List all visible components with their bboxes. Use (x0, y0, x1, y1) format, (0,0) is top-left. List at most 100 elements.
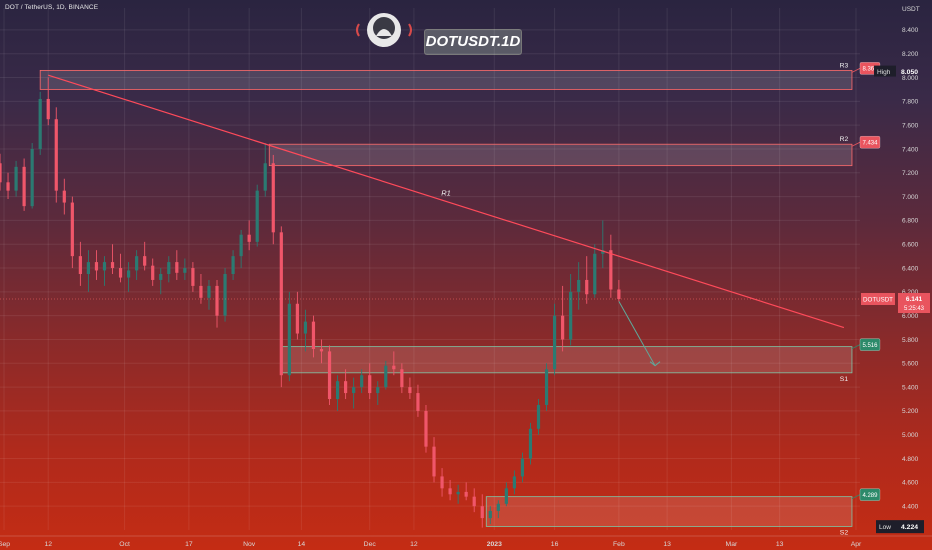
zone-badge (859, 338, 881, 351)
candle-body (46, 98, 50, 120)
candle-body (143, 256, 147, 266)
x-tick-label: 2023 (487, 541, 502, 548)
candle-body (384, 365, 388, 388)
x-tick-label: 12 (44, 541, 52, 548)
candle-body (239, 234, 243, 257)
candle-body (440, 476, 444, 489)
candle-body (480, 506, 484, 519)
symbol-tag-label: DOTUSDT (863, 296, 893, 303)
y-tick-label: 4.600 (902, 480, 919, 487)
candle-body (30, 148, 34, 207)
y-tick-label: 5.600 (902, 361, 919, 368)
watermark-title: DOTUSDT.1D (425, 30, 521, 54)
candle-body (593, 253, 597, 295)
x-tick-label: 12 (410, 541, 418, 548)
zone-label: R2 (840, 136, 849, 143)
candle-body (167, 262, 171, 274)
candle-body (0, 163, 2, 183)
y-tick-label: 4.800 (902, 456, 919, 463)
candle-body (303, 321, 308, 334)
candle-body (520, 458, 525, 477)
candle-body (223, 274, 227, 316)
price-tag-countdown: 5:25:43 (904, 306, 925, 312)
zone-price-label: 7.434 (862, 141, 878, 147)
candle-body (544, 369, 549, 405)
candle-body (448, 488, 452, 495)
zone-price-label: 8.361 (862, 67, 878, 73)
zone-price-label: 5.516 (862, 343, 878, 349)
zone-label: R3 (840, 62, 849, 69)
candle-body (70, 202, 74, 257)
projection-arrowhead (649, 361, 661, 367)
candle-body (38, 98, 42, 149)
candle-body (335, 381, 340, 400)
candle-body (327, 351, 332, 400)
currency-label: USDT (902, 6, 920, 13)
candle-body (352, 387, 356, 394)
candle-body (6, 182, 10, 191)
y-tick-label: 7.200 (902, 170, 919, 177)
low-label: Low (879, 524, 891, 531)
candle-body (376, 387, 380, 394)
zone-connector (851, 68, 861, 73)
x-tick-label: 16 (551, 541, 559, 548)
symbol-header[interactable]: DOT / TetherUS, 1D, BINANCE (5, 4, 99, 11)
candle-body (14, 166, 18, 191)
zone-box (280, 346, 853, 374)
candle-body (135, 256, 139, 271)
y-tick-label: 7.600 (902, 122, 919, 129)
y-tick-label: 5.400 (902, 384, 919, 391)
candle-body (94, 262, 99, 271)
zone-badge (859, 488, 881, 501)
high-value: 8.050 (901, 69, 918, 76)
y-tick-label: 6.200 (902, 289, 919, 296)
x-tick-label: Mar (726, 541, 738, 548)
candle-body (287, 303, 291, 376)
candle-body (271, 163, 275, 233)
candle-body (496, 503, 500, 511)
high-label-bg (874, 65, 896, 77)
candle-body (151, 265, 155, 280)
candle-body (504, 488, 508, 504)
candle-body (344, 381, 348, 394)
x-tick-label: 14 (298, 541, 306, 548)
x-tick-label: 13 (776, 541, 784, 548)
y-tick-label: 4.400 (902, 503, 919, 510)
candle-body (191, 268, 195, 286)
candle-body (62, 190, 66, 203)
candle-body (263, 163, 267, 191)
candle-body (311, 321, 316, 350)
y-tick-label: 8.400 (902, 27, 919, 34)
candle-body (360, 375, 364, 388)
zone-label: S1 (840, 376, 849, 383)
y-tick-label: 7.000 (902, 194, 919, 201)
candle-body (512, 476, 516, 489)
candle-body (569, 291, 573, 340)
candle-body (118, 268, 123, 278)
candle-body (408, 387, 412, 394)
candle-body (183, 268, 187, 273)
candle-body (536, 404, 541, 429)
candle-body (368, 375, 372, 394)
candle-body (175, 262, 179, 273)
candle-body (456, 491, 460, 495)
candle-body (472, 496, 476, 507)
zone-badge (859, 135, 881, 149)
candle-body (528, 428, 533, 459)
price-tag (898, 293, 930, 314)
candle-body (432, 446, 436, 477)
candle-body (215, 285, 219, 316)
candle-body (207, 285, 211, 298)
candle-body (561, 315, 565, 340)
y-tick-label: 5.200 (902, 408, 919, 415)
y-tick-label: 6.400 (902, 265, 919, 272)
candle-body (110, 262, 115, 269)
zone-connector (851, 494, 861, 500)
candle-body (159, 274, 163, 280)
candle-body (609, 250, 613, 290)
y-tick-label: 7.400 (902, 146, 919, 153)
candle-body (601, 250, 605, 254)
y-tick-label: 5.800 (902, 337, 919, 344)
